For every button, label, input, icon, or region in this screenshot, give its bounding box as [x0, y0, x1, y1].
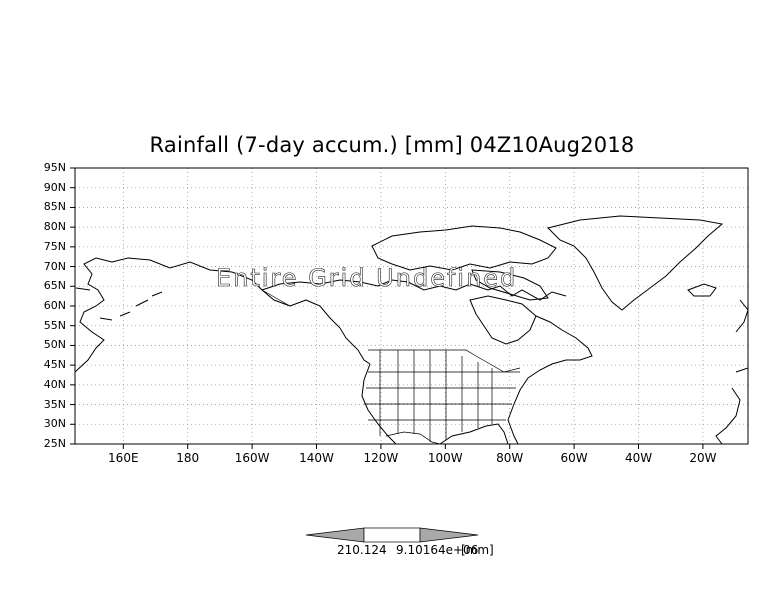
lon-tick-label: 160E — [108, 451, 139, 465]
lat-tick-label: 60N — [43, 299, 66, 312]
coastline-aleutians — [75, 287, 163, 321]
lon-tick-label: 100W — [427, 451, 463, 465]
lat-tick-label: 90N — [43, 180, 66, 194]
coastline-labrador — [507, 315, 593, 445]
lat-tick-marks — [70, 167, 75, 445]
coastline-us-west — [361, 363, 397, 445]
border-alaska-canada — [261, 289, 321, 307]
colorbar-label-unit: [mm] — [461, 543, 494, 557]
coastline-arctic-islands — [371, 225, 557, 271]
lat-tick-label: 40N — [43, 377, 66, 391]
colorbar-label-low: 210.124 — [337, 543, 387, 557]
us-state-grid — [364, 350, 520, 442]
watermark-text: Entire Grid Undefined — [216, 264, 518, 293]
lon-tick-label: 120W — [363, 451, 399, 465]
lat-tick-label: 50N — [43, 338, 66, 352]
lat-tick-label: 25N — [43, 437, 66, 450]
coastline-alaska — [74, 257, 371, 373]
lat-tick-label: 55N — [43, 318, 66, 332]
lat-tick-label: 65N — [43, 279, 66, 293]
political-borders — [261, 289, 521, 445]
lon-tick-label: 80W — [496, 451, 524, 465]
colorbar — [305, 527, 479, 543]
coastline-baffin — [471, 269, 549, 301]
graticule — [75, 167, 748, 445]
lat-tick-label: 35N — [43, 397, 66, 411]
lat-tick-label: 75N — [43, 239, 66, 253]
lon-tick-marks — [122, 444, 704, 449]
coastline-iceland — [687, 283, 717, 297]
coastline-arctic-canada — [261, 279, 567, 301]
coastline-europe — [715, 299, 749, 445]
lon-tick-label: 160W — [234, 451, 270, 465]
coastline-gulf — [439, 423, 509, 445]
lon-tick-label: 20W — [689, 451, 717, 465]
lon-tick-label: 60W — [560, 451, 588, 465]
coastline-greenland — [547, 215, 724, 311]
lon-tick-label: 40W — [624, 451, 653, 465]
colorbar-low-triangle — [305, 527, 365, 543]
lat-tick-label: 70N — [43, 259, 66, 273]
lon-tick-label: 180 — [176, 451, 200, 465]
lat-tick-label: 85N — [43, 200, 66, 214]
lat-tick-label: 45N — [43, 358, 66, 372]
lat-tick-label: 95N — [43, 161, 66, 174]
lat-tick-label: 30N — [43, 417, 66, 431]
lon-tick-label: 140W — [299, 451, 334, 465]
colorbar-label-high: 9.10164e+06 — [396, 543, 479, 557]
coastline-hudson-bay — [469, 295, 537, 345]
lat-tick-label: 80N — [43, 220, 66, 234]
map-title: Rainfall (7-day accum.) [mm] 04Z10Aug201… — [149, 133, 635, 157]
colorbar-middle-box — [363, 527, 421, 543]
colorbar-high-triangle — [419, 527, 479, 543]
border-us-canada — [368, 349, 521, 373]
coastlines — [74, 215, 749, 445]
